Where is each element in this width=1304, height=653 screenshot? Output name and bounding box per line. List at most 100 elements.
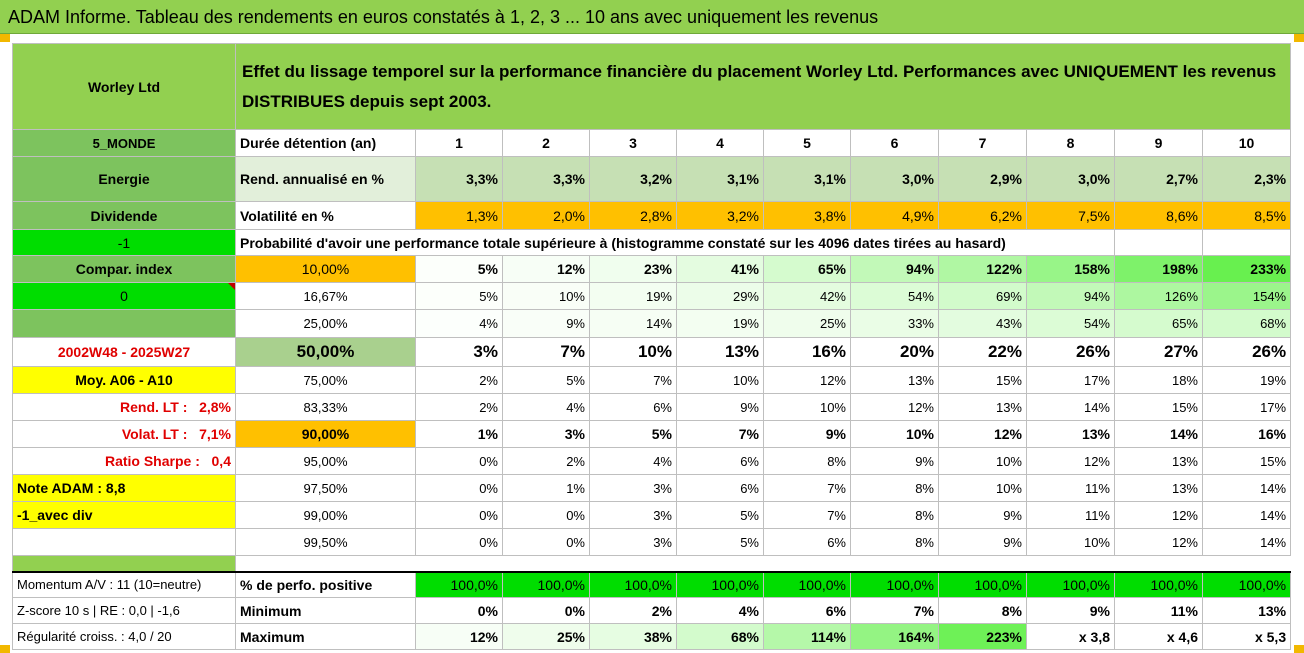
- rend-value: 3,3%: [502, 156, 590, 202]
- prob-value: 16%: [1201, 420, 1292, 448]
- table-row: 99,50% 0% 0% 3% 5% 6% 8% 9% 10% 12% 14%: [12, 528, 1292, 556]
- minimum-value: 0%: [502, 597, 590, 624]
- perf-pos-value: 100,0%: [1114, 570, 1203, 598]
- prob-value: 65%: [1114, 309, 1203, 338]
- year-header: 2: [502, 129, 590, 157]
- minimum-value: 2%: [589, 597, 677, 624]
- prob-value: 10%: [676, 366, 764, 394]
- prob-value: 19%: [1201, 366, 1292, 394]
- prob-value: 3%: [415, 337, 503, 367]
- prob-value: 10%: [763, 393, 851, 421]
- blank-cell: [1201, 229, 1292, 256]
- minimum-label: Minimum: [235, 597, 416, 624]
- prob-value: 10%: [938, 447, 1027, 475]
- prob-value: 12%: [1114, 501, 1203, 529]
- prob-value: 3%: [589, 501, 677, 529]
- prob-value: 7%: [763, 501, 851, 529]
- prob-threshold: 75,00%: [235, 366, 416, 394]
- maximum-value: 164%: [850, 623, 939, 650]
- prob-value: 5%: [676, 528, 764, 556]
- rend-lt: Rend. LT : 2,8%: [12, 393, 236, 421]
- table-row: Worley Ltd Effet du lissage temporel sur …: [12, 43, 1292, 130]
- prob-value: 94%: [850, 255, 939, 283]
- maximum-value: 114%: [763, 623, 851, 650]
- year-header: 5: [763, 129, 851, 157]
- prob-value: 4%: [415, 309, 503, 338]
- prob-value: 33%: [850, 309, 939, 338]
- period: 2002W48 - 2025W27: [12, 337, 236, 367]
- zscore: Z-score 10 s | RE : 0,0 | -1,6: [12, 597, 236, 624]
- prob-value: 94%: [1026, 282, 1115, 310]
- decor-right: [1294, 34, 1304, 42]
- blank-cell: [851, 556, 939, 572]
- year-header: 1: [415, 129, 503, 157]
- minimum-value: 13%: [1201, 597, 1292, 624]
- prob-value: 5%: [415, 282, 503, 310]
- table-row: Momentum A/V : 11 (10=neutre)% de perfo.…: [12, 570, 1292, 598]
- proba-title: Probabilité d'avoir une performance tota…: [235, 229, 1115, 256]
- vol-value: 4,9%: [850, 201, 939, 230]
- perf-pos-value: 100,0%: [1026, 570, 1115, 598]
- prob-value: 6%: [676, 474, 764, 502]
- description: Effet du lissage temporel sur la perform…: [234, 43, 1292, 130]
- prob-value: 3%: [589, 528, 677, 556]
- prob-value: 9%: [763, 420, 851, 448]
- prob-value: 13%: [938, 393, 1027, 421]
- table-row: Energie Rend. annualisé en % 3,3% 3,3% 3,2% 3…: [12, 156, 1292, 202]
- duration-label: Durée détention (an): [235, 129, 416, 157]
- year-header: 9: [1114, 129, 1203, 157]
- maximum-value: 38%: [589, 623, 677, 650]
- year-header: 4: [676, 129, 764, 157]
- rend-value: 2,3%: [1201, 156, 1292, 202]
- prob-value: 1%: [502, 474, 590, 502]
- prob-value: 9%: [938, 528, 1027, 556]
- moy-label: Moy. A06 - A10: [12, 366, 236, 394]
- prob-threshold: 50,00%: [235, 337, 416, 367]
- prob-value: 14%: [1201, 528, 1292, 556]
- prob-threshold: 16,67%: [235, 282, 416, 310]
- blank-cell: [764, 556, 851, 572]
- table-row: 5_MONDE Durée détention (an) 1 2 3 4 5 6 7 8 9 10: [12, 129, 1292, 157]
- prob-value: 15%: [1201, 447, 1292, 475]
- sector-label: Energie: [12, 156, 236, 202]
- blank-green: [12, 555, 236, 572]
- decor-left: [0, 34, 10, 42]
- prob-value: 9%: [850, 447, 939, 475]
- blank-cell: [590, 556, 677, 572]
- sheet-title: ADAM Informe. Tableau des rendements en …: [0, 0, 1304, 34]
- rend-value: 3,0%: [1026, 156, 1115, 202]
- blank-cell: [677, 556, 764, 572]
- note-adam: Note ADAM : 8,8: [12, 474, 236, 502]
- prob-value: 14%: [1114, 420, 1203, 448]
- prob-value: 12%: [1026, 447, 1115, 475]
- prob-value: 14%: [1201, 501, 1292, 529]
- prob-value: 198%: [1114, 255, 1203, 283]
- prob-value: 5%: [415, 255, 503, 283]
- zero-value: 0: [12, 282, 236, 310]
- decor-bottom-right: [1294, 645, 1304, 653]
- year-header: 7: [938, 129, 1027, 157]
- prob-value: 12%: [502, 255, 590, 283]
- maximum-value: x 4,6: [1114, 623, 1203, 650]
- vol-value: 3,2%: [676, 201, 764, 230]
- prob-threshold: 10,00%: [235, 255, 416, 283]
- table-row: -1 Probabilité d'avoir une performance to…: [12, 229, 1292, 256]
- minimum-value: 9%: [1026, 597, 1115, 624]
- prob-value: 0%: [415, 528, 503, 556]
- vol-value: 2,0%: [502, 201, 590, 230]
- prob-value: 17%: [1026, 366, 1115, 394]
- perf-pos-value: 100,0%: [1201, 570, 1292, 598]
- volat-lt: Volat. LT : 7,1%: [12, 420, 236, 448]
- prob-value: 43%: [938, 309, 1027, 338]
- table-row: Rend. LT : 2,8% 83,33% 2% 4% 6% 9% 10% 12% 13% 14…: [12, 393, 1292, 421]
- prob-value: 26%: [1201, 337, 1292, 367]
- vol-value: 1,3%: [415, 201, 503, 230]
- minimum-value: 8%: [938, 597, 1027, 624]
- prob-value: 25%: [763, 309, 851, 338]
- vol-value: 8,5%: [1201, 201, 1292, 230]
- maximum-value: x 3,8: [1026, 623, 1115, 650]
- prob-value: 9%: [676, 393, 764, 421]
- prob-value: 5%: [676, 501, 764, 529]
- perf-pos-value: 100,0%: [763, 570, 851, 598]
- rend-value: 3,1%: [763, 156, 851, 202]
